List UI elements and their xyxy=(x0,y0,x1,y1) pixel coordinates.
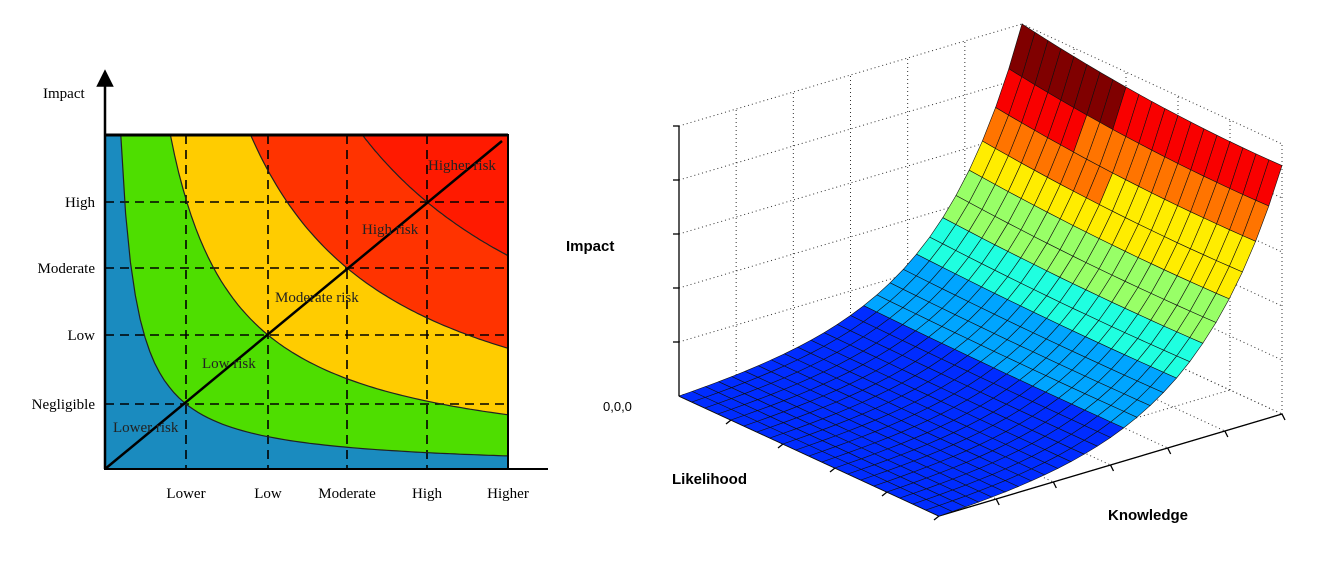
zone-label: Lower risk xyxy=(113,420,179,436)
y-tick xyxy=(995,498,1000,506)
boundary-curve-4 xyxy=(361,134,509,257)
x-tick xyxy=(933,515,940,521)
x-tick xyxy=(777,443,784,449)
surface-cell xyxy=(925,505,954,517)
x-tick xyxy=(881,491,888,497)
y-tick-label: Moderate xyxy=(38,261,96,277)
x-tick-label: High xyxy=(412,486,443,502)
zone-labels: Lower risk Low risk Moderate risk High risk… xyxy=(113,158,496,436)
x-axis-label: Likelihood xyxy=(672,471,747,488)
x-tick-label: Low xyxy=(254,486,282,502)
x-tick-label: Lower xyxy=(166,486,205,502)
zone-label: Moderate risk xyxy=(275,290,359,306)
zone-label: Higher risk xyxy=(428,158,496,174)
x-tick-label: Moderate xyxy=(318,486,376,502)
y-tick-label: Negligible xyxy=(32,397,96,413)
y-tick xyxy=(1281,413,1286,421)
origin-label: 0,0,0 xyxy=(603,399,632,414)
x-tick-label: Higher xyxy=(487,486,529,502)
y-tick-labels: Negligible Low Moderate High xyxy=(32,195,96,413)
x-tick-labels: Lower Low Moderate High Higher xyxy=(166,486,528,502)
y-tick-label: Low xyxy=(68,328,96,344)
surface-chart: Impact 0,0,0 Likelihood Knowledge xyxy=(566,23,1286,524)
y-tick-label: High xyxy=(65,195,96,211)
y-axis-label: Impact xyxy=(43,86,85,102)
y-tick xyxy=(1052,481,1057,489)
x-tick xyxy=(829,467,836,473)
surface-mesh xyxy=(678,23,1283,517)
y-tick xyxy=(1167,447,1172,455)
boundary-curve-2 xyxy=(169,134,509,416)
z-axis-label: Impact xyxy=(566,238,614,255)
y-tick xyxy=(1109,464,1115,472)
x-tick xyxy=(725,419,732,425)
boundary-curve-3 xyxy=(250,134,509,349)
zone-label: Low risk xyxy=(202,356,256,372)
diagonal-line xyxy=(104,140,503,470)
y-tick xyxy=(1224,430,1229,438)
y-axis-label-3d: Knowledge xyxy=(1108,507,1188,524)
zone-label: High risk xyxy=(362,222,419,238)
